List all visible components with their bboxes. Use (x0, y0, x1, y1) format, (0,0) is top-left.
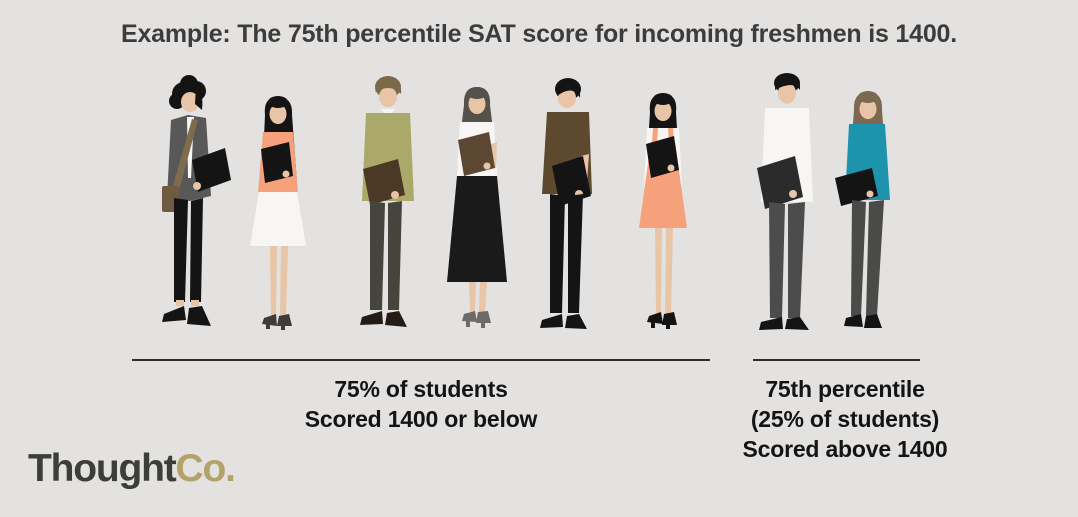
left-group-label-line2: Scored 1400 or below (304, 406, 538, 432)
student-figure-6 (639, 93, 687, 329)
student-figure-5 (540, 78, 592, 329)
logo-text-thought: Thought (28, 447, 177, 490)
right-group-label: 75th percentile (25% of students) Scored… (725, 374, 965, 464)
student-figure-8 (835, 91, 890, 328)
left-group-label: 75% of students Scored 1400 or below (132, 374, 710, 434)
left-group-underline (132, 359, 710, 361)
thoughtco-logo: ThoughtCo. (28, 447, 236, 491)
right-group-label-line2: (25% of students) (750, 406, 940, 432)
page-title: Example: The 75th percentile SAT score f… (120, 20, 957, 48)
student-figure-7 (757, 73, 813, 330)
student-figure-4 (447, 87, 507, 328)
left-group-label-line1: 75% of students (334, 376, 508, 402)
student-figure-1 (162, 75, 231, 326)
logo-text-co: Co. (175, 447, 236, 490)
right-group-underline (753, 359, 920, 361)
student-figure-3 (360, 76, 414, 327)
right-group-label-line1: 75th percentile (765, 376, 925, 402)
student-figure-2 (250, 96, 306, 330)
right-group-label-line3: Scored above 1400 (742, 436, 948, 462)
